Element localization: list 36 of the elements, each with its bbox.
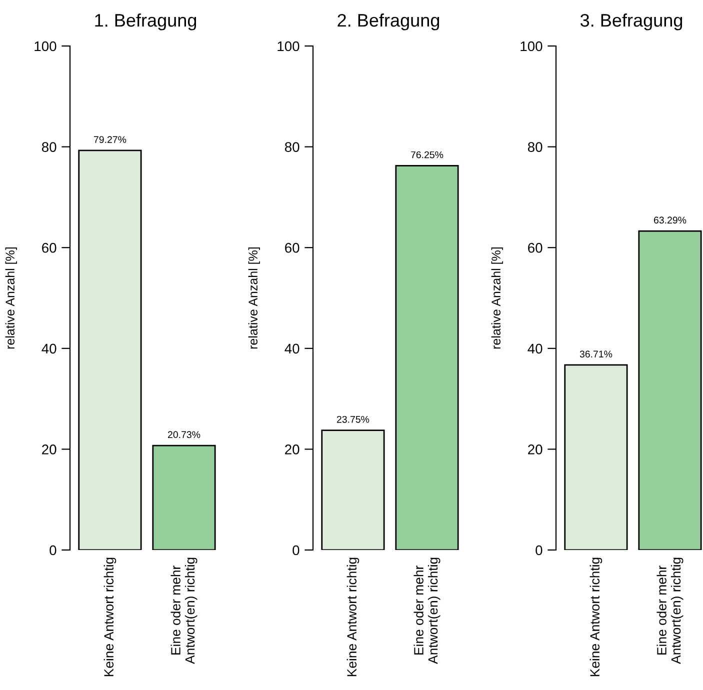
y-tick-label: 80 bbox=[42, 142, 56, 152]
x-tick-label: Keine Antwort richtig bbox=[346, 558, 360, 676]
data-label: 63.29% bbox=[654, 216, 686, 224]
y-tick-label: 80 bbox=[284, 142, 300, 152]
y-tick-label: 40 bbox=[528, 344, 542, 354]
x-tick-label: Keine Antwort richtig bbox=[590, 558, 602, 676]
x-tick-label: Eine oder mehr Antwort(en) richtig bbox=[656, 558, 684, 664]
data-label: 20.73% bbox=[168, 431, 200, 438]
y-tick-label: 80 bbox=[528, 142, 542, 152]
data-label: 23.75% bbox=[336, 416, 370, 423]
y-tick-label: 60 bbox=[285, 242, 300, 253]
y-tick-label: 100 bbox=[520, 41, 542, 52]
x-tick-label: Eine oder mehr Antwort(en) richtig bbox=[414, 558, 440, 664]
chart-title: 1. Befragung bbox=[95, 13, 196, 30]
y-tick-label: 100 bbox=[34, 41, 56, 52]
chart-title: 2. Befragung bbox=[338, 13, 440, 30]
y-axis-title: relative Anzahl [%] bbox=[248, 247, 260, 349]
x-tick-label: Eine oder mehr Antwort(en) richtig bbox=[170, 558, 198, 664]
data-label: 79.27% bbox=[94, 136, 126, 143]
y-tick-label: 60 bbox=[528, 242, 542, 253]
y-tick-label: 20 bbox=[42, 444, 56, 454]
y-tick-label: 20 bbox=[528, 444, 542, 454]
y-tick-label: 0 bbox=[50, 545, 56, 556]
y-tick-label: 100 bbox=[278, 41, 300, 52]
y-tick-label: 0 bbox=[536, 545, 542, 556]
chart-title: 3. Befragung bbox=[580, 13, 682, 30]
data-label: 36.71% bbox=[580, 350, 612, 358]
x-tick-label: Keine Antwort richtig bbox=[104, 558, 116, 676]
y-tick-label: 40 bbox=[284, 344, 300, 354]
y-tick-label: 0 bbox=[292, 545, 300, 556]
y-tick-label: 60 bbox=[42, 242, 56, 253]
y-tick-label: 20 bbox=[285, 444, 300, 454]
y-tick-label: 40 bbox=[42, 344, 56, 354]
y-axis-title: relative Anzahl [%] bbox=[5, 247, 17, 349]
y-axis-title: relative Anzahl [%] bbox=[491, 247, 503, 349]
data-label: 76.25% bbox=[411, 151, 444, 158]
